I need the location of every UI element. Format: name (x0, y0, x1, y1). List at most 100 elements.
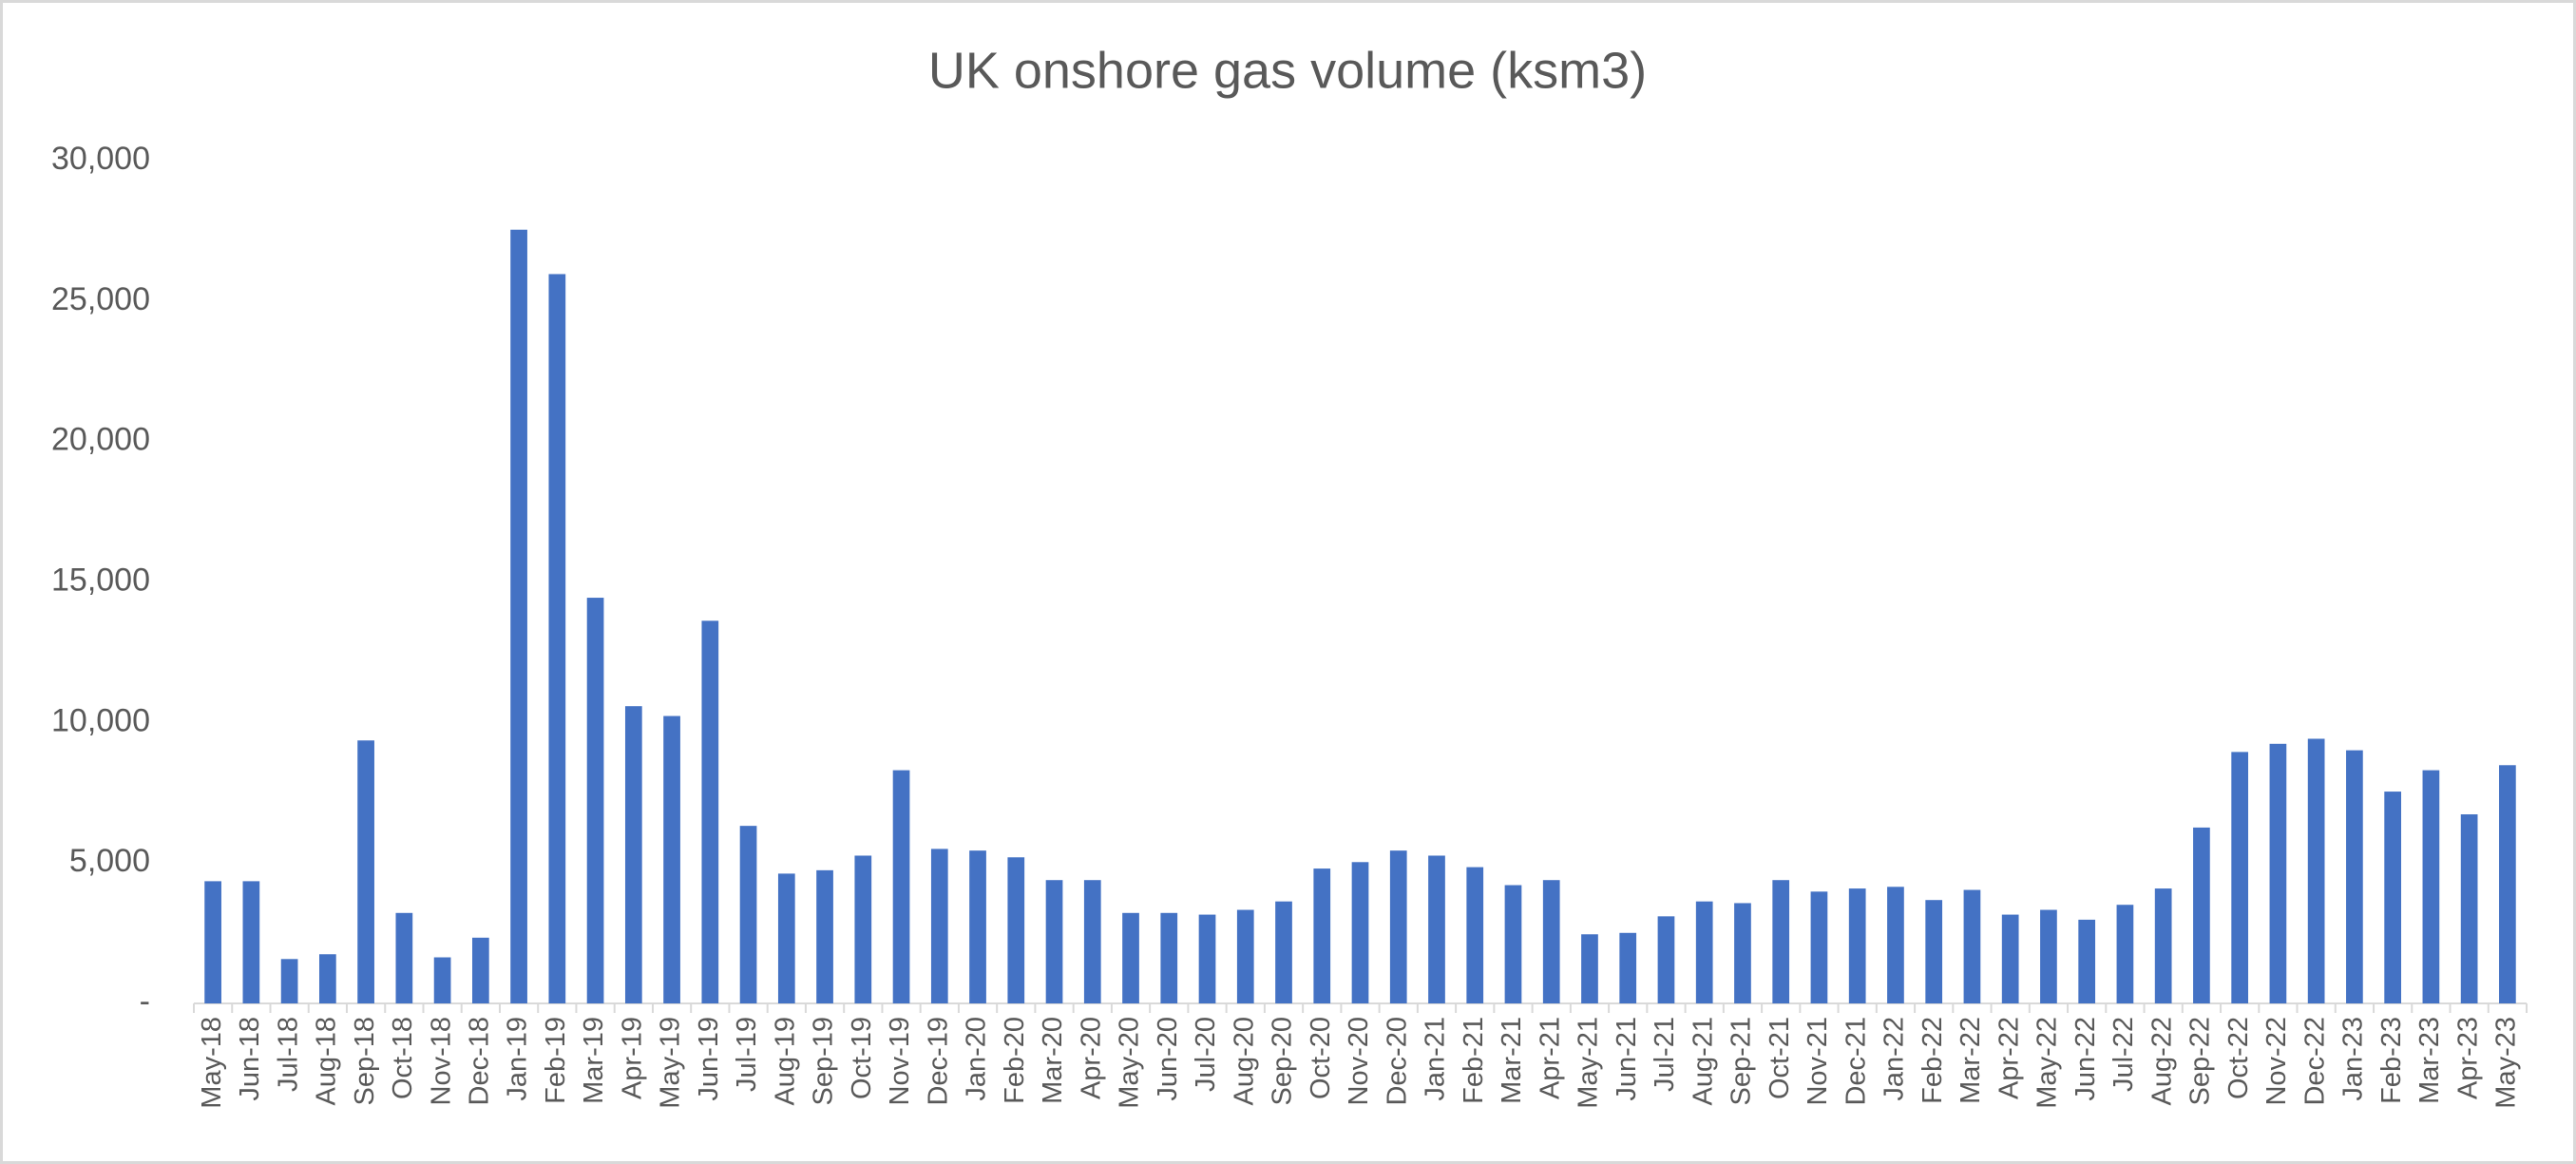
bar (2346, 750, 2363, 1003)
bar (1236, 909, 1254, 1003)
bar (2269, 743, 2287, 1003)
bar (1963, 889, 1981, 1003)
x-tick-label: Oct-22 (2223, 1017, 2254, 1099)
x-tick-label: Jun-19 (694, 1017, 724, 1101)
bar (471, 937, 489, 1003)
bar (1160, 912, 1178, 1003)
y-tick-label: - (140, 983, 150, 1020)
bar (1504, 885, 1522, 1003)
bar (1542, 880, 1560, 1003)
bar (433, 957, 451, 1003)
x-tick-label: Dec-22 (2299, 1017, 2330, 1106)
bar (1619, 932, 1637, 1003)
bar (2040, 909, 2057, 1003)
x-tick-label: May-20 (1115, 1017, 1145, 1109)
bar (2422, 770, 2440, 1003)
x-tick-label: Feb-21 (1459, 1017, 1489, 1104)
bar (242, 881, 260, 1003)
bar (1887, 887, 1904, 1003)
x-tick-label: Jun-21 (1612, 1017, 1642, 1101)
bar (357, 740, 374, 1003)
x-tick-label: Feb-19 (541, 1017, 571, 1104)
y-tick-label: 15,000 (51, 562, 150, 598)
x-tick-label: Dec-21 (1841, 1017, 1871, 1106)
bar (777, 873, 795, 1003)
bar (586, 598, 604, 1003)
bar (2460, 814, 2478, 1003)
bar (930, 849, 948, 1003)
x-tick-label: Feb-22 (1918, 1017, 1948, 1104)
x-tick-label: Aug-19 (770, 1017, 800, 1106)
x-tick-label: Jul-18 (273, 1017, 303, 1092)
x-tick-label: Jan-19 (503, 1017, 533, 1101)
x-tick-label: Dec-19 (923, 1017, 953, 1106)
x-tick-label: May-18 (197, 1017, 227, 1109)
x-tick-label: Jan-23 (2338, 1017, 2369, 1101)
x-tick-label: Oct-19 (847, 1017, 877, 1099)
x-tick-label: May-23 (2491, 1017, 2522, 1109)
bar (663, 716, 680, 1003)
bar (510, 229, 527, 1003)
bar (1734, 903, 1751, 1003)
bar (1313, 868, 1331, 1003)
x-tick-label: Apr-19 (617, 1017, 647, 1099)
x-tick-label: Sep-18 (350, 1017, 380, 1106)
x-tick-label: Aug-22 (2147, 1017, 2177, 1106)
x-tick-label: Jul-21 (1650, 1017, 1680, 1092)
bar (2231, 752, 2249, 1003)
bar (739, 826, 757, 1003)
bar (1275, 901, 1292, 1003)
bar (204, 881, 221, 1003)
bar (2001, 914, 2019, 1003)
bar (1428, 855, 1445, 1003)
x-tick-label: Jul-22 (2109, 1017, 2139, 1092)
x-tick-label: May-22 (2032, 1017, 2063, 1109)
x-tick-label: Apr-23 (2452, 1017, 2483, 1099)
x-tick-label: Nov-20 (1344, 1017, 1374, 1106)
x-tick-label: Jul-19 (732, 1017, 762, 1092)
bar (854, 855, 872, 1003)
x-tick-label: Mar-19 (579, 1017, 609, 1104)
chart-title: UK onshore gas volume (ksm3) (928, 42, 1647, 99)
bar (1122, 912, 1139, 1003)
x-tick-label: Oct-20 (1306, 1017, 1336, 1099)
bar (1198, 914, 1216, 1003)
bar (1351, 862, 1369, 1003)
bar (1810, 891, 1828, 1003)
x-tick-label: May-19 (656, 1017, 686, 1109)
bar (395, 912, 413, 1003)
x-tick-label: Jan-22 (1880, 1017, 1910, 1101)
x-tick-label: Jul-20 (1191, 1017, 1221, 1092)
bar (1848, 888, 1866, 1003)
bar (701, 620, 719, 1003)
y-tick-label: 25,000 (51, 281, 150, 317)
x-tick-label: Sep-21 (1727, 1017, 1757, 1106)
bar (816, 869, 833, 1003)
x-tick-label: Dec-20 (1382, 1017, 1412, 1106)
y-tick-label: 20,000 (51, 422, 150, 458)
x-tick-label: Sep-19 (809, 1017, 839, 1106)
x-tick-label: Aug-18 (312, 1017, 342, 1106)
x-tick-label: Aug-20 (1229, 1017, 1259, 1106)
bar (1045, 880, 1063, 1003)
bar (1657, 916, 1675, 1003)
x-tick-label: Jun-22 (2070, 1017, 2101, 1101)
bar (1772, 880, 1790, 1003)
bar (1581, 934, 1598, 1003)
x-tick-label: Dec-18 (465, 1017, 495, 1106)
bar (1695, 901, 1713, 1003)
x-tick-label: Feb-23 (2376, 1017, 2407, 1104)
x-tick-label: Jun-18 (235, 1017, 265, 1101)
x-tick-label: Oct-21 (1765, 1017, 1795, 1099)
bar (2116, 905, 2134, 1003)
x-tick-label: Nov-21 (1803, 1017, 1833, 1106)
y-tick-label: 10,000 (51, 702, 150, 738)
bar (280, 959, 298, 1003)
x-tick-label: Nov-22 (2261, 1017, 2292, 1106)
bar (2307, 738, 2325, 1003)
x-tick-label: Oct-18 (388, 1017, 418, 1099)
x-tick-label: Jan-20 (962, 1017, 992, 1101)
bar (548, 274, 566, 1003)
